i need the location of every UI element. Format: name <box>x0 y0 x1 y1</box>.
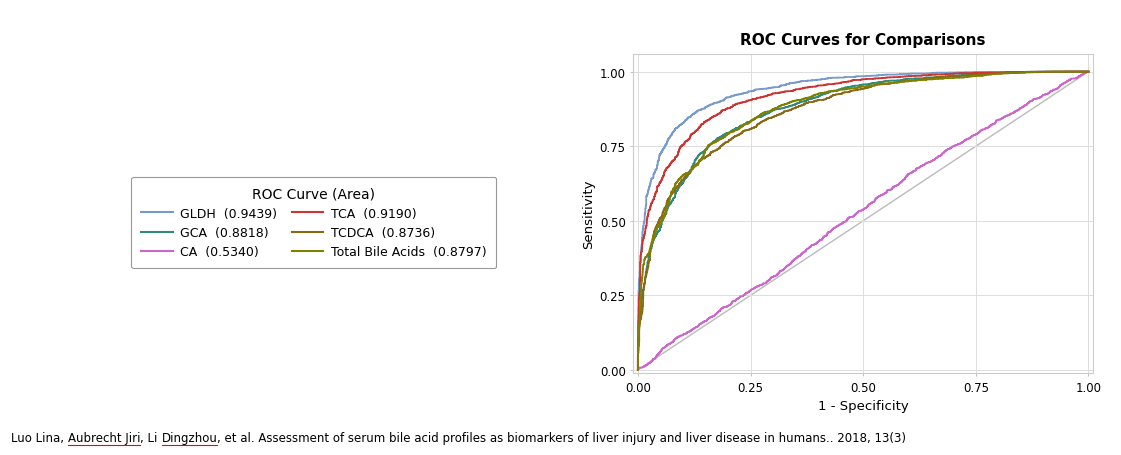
Y-axis label: Sensitivity: Sensitivity <box>583 179 595 248</box>
Text: Aubrecht Jiri: Aubrecht Jiri <box>68 430 140 444</box>
Text: Luo Lina,: Luo Lina, <box>11 430 68 444</box>
X-axis label: 1 - Specificity: 1 - Specificity <box>818 399 908 412</box>
Text: Dingzhou: Dingzhou <box>161 430 217 444</box>
Text: , Li: , Li <box>140 430 161 444</box>
Title: ROC Curves for Comparisons: ROC Curves for Comparisons <box>740 33 986 48</box>
Legend: GLDH  (0.9439), GCA  (0.8818), CA  (0.5340), TCA  (0.9190), TCDCA  (0.8736), Tot: GLDH (0.9439), GCA (0.8818), CA (0.5340)… <box>131 177 497 269</box>
Text: , et al. Assessment of serum bile acid profiles as biomarkers of liver injury an: , et al. Assessment of serum bile acid p… <box>217 430 907 444</box>
